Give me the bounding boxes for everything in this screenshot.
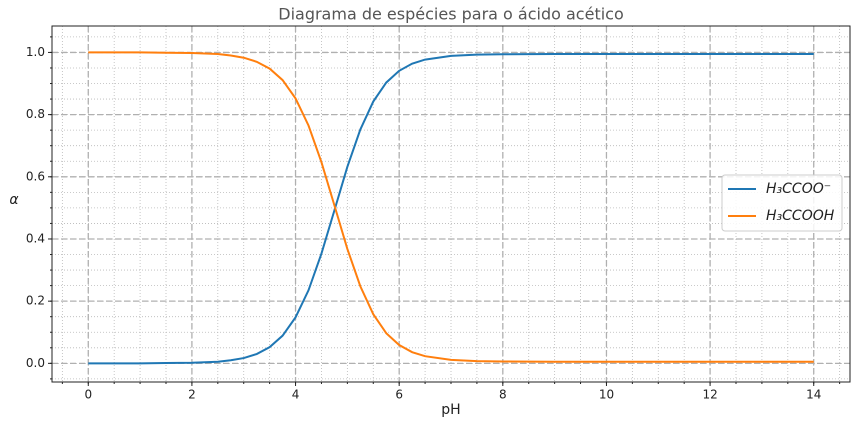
y-tick-label: 0.6 bbox=[26, 169, 45, 183]
x-tick-label: 10 bbox=[599, 388, 614, 402]
y-tick-label: 1.0 bbox=[26, 45, 45, 59]
y-tick-label: 0.8 bbox=[26, 107, 45, 121]
x-tick-label: 8 bbox=[499, 388, 507, 402]
legend-label: H₃CCOO⁻ bbox=[766, 181, 831, 197]
series-line bbox=[88, 52, 814, 365]
y-tick-label: 0.4 bbox=[26, 231, 45, 245]
y-tick-label: 0.2 bbox=[26, 294, 45, 308]
plot-frame bbox=[51, 25, 851, 383]
x-tick-label: 2 bbox=[188, 388, 196, 402]
x-tick-label: 12 bbox=[702, 388, 717, 402]
legend-label: H₃CCOOH bbox=[766, 208, 835, 224]
x-tick-label: 6 bbox=[395, 388, 403, 402]
x-axis-label: pH bbox=[441, 402, 460, 418]
y-tick-label: 0.0 bbox=[26, 356, 45, 370]
series-line bbox=[88, 51, 814, 363]
x-tick-label: 0 bbox=[84, 388, 92, 402]
x-tick-label: 14 bbox=[806, 388, 821, 402]
x-tick-label: 4 bbox=[292, 388, 300, 402]
chart-title: Diagrama de espécies para o ácido acétic… bbox=[278, 5, 624, 24]
y-axis-label: α bbox=[9, 192, 19, 208]
